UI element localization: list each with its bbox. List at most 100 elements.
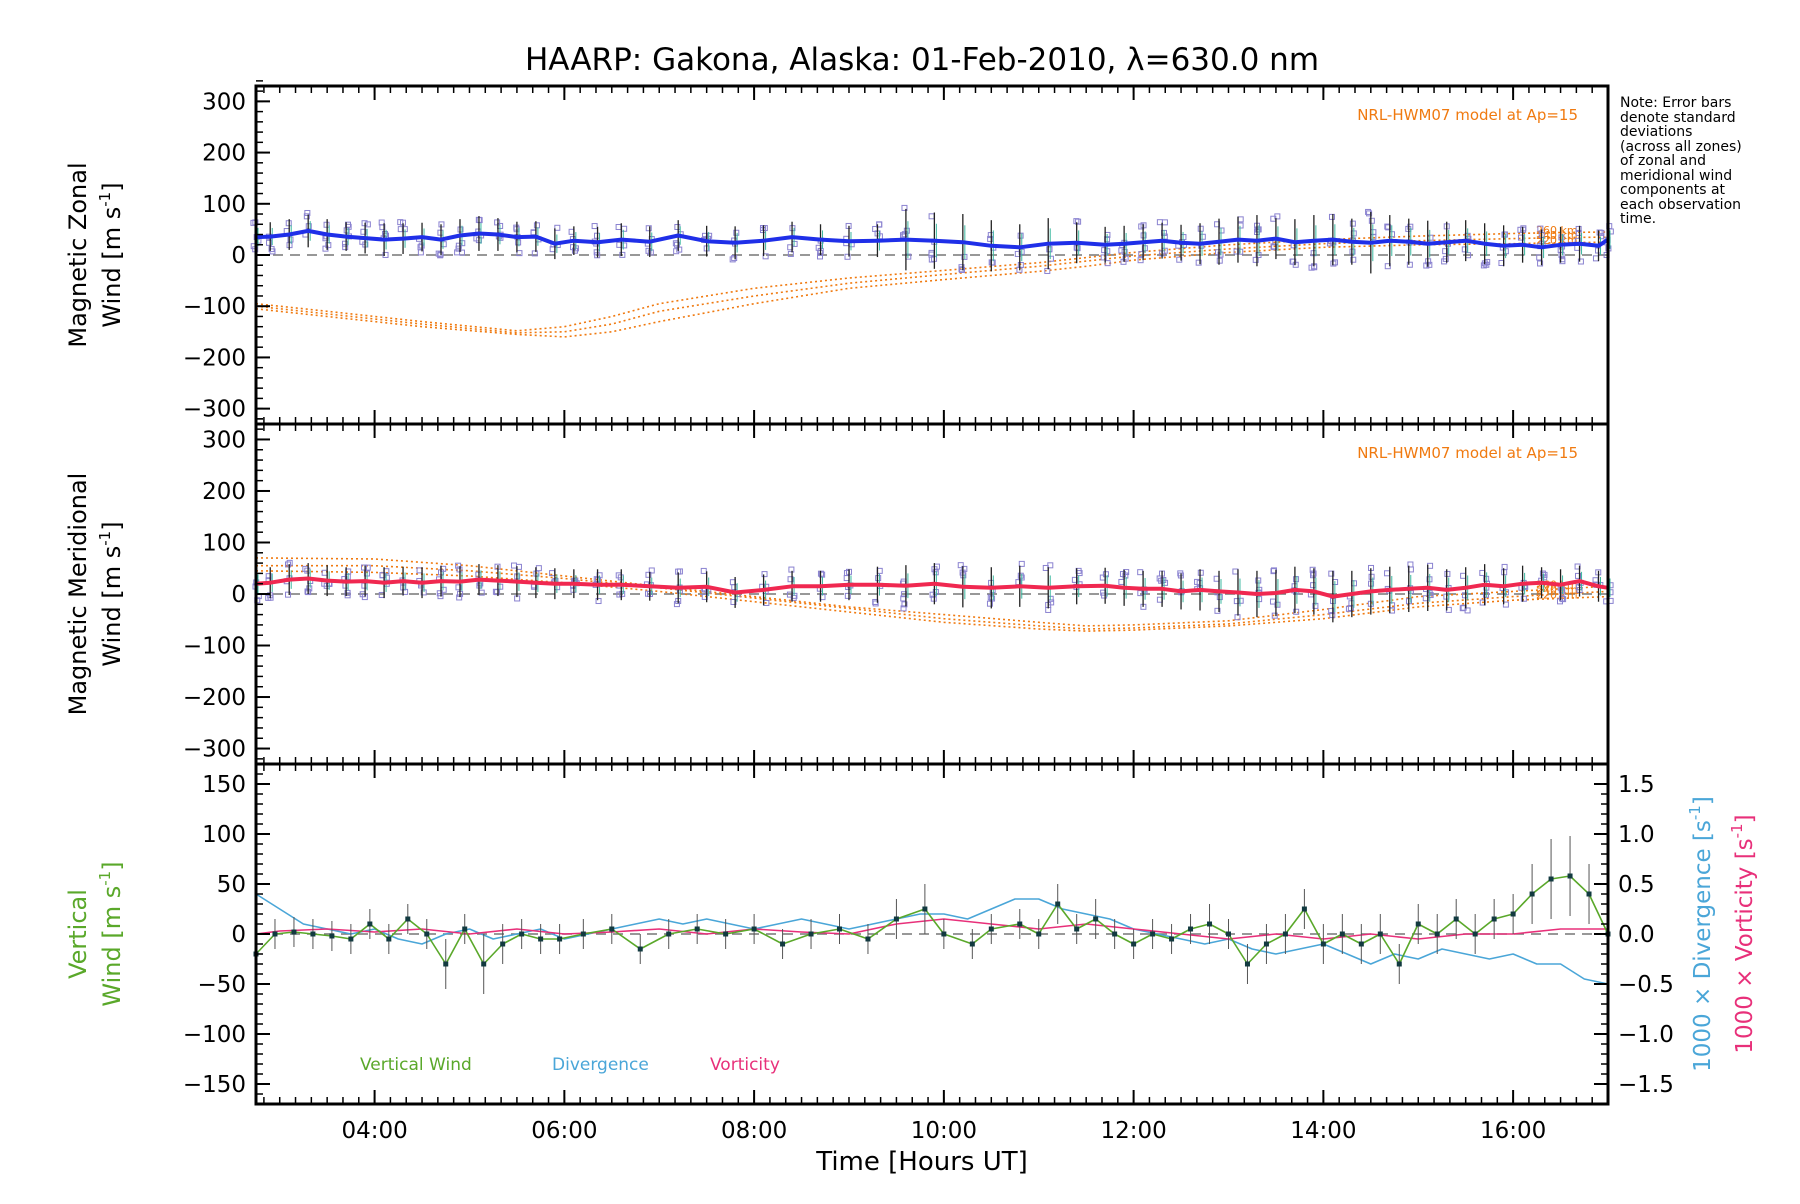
meridional-zone-marker bbox=[304, 588, 311, 595]
vertical-wind-point bbox=[1320, 941, 1326, 947]
zonal-zone-marker bbox=[1199, 233, 1206, 240]
zonal-zone-marker bbox=[958, 266, 965, 273]
vertical-wind-point bbox=[481, 961, 487, 967]
right-label-vorticity: 1000 × Vorticity [s-1] bbox=[1728, 814, 1758, 1053]
zonal-zone-marker bbox=[1442, 255, 1449, 262]
zonal-ylabel-close: ] bbox=[98, 182, 126, 191]
vertical-wind-point bbox=[1169, 936, 1175, 942]
zonal-zone-marker bbox=[417, 244, 424, 251]
meridional-zone-marker bbox=[1460, 572, 1467, 579]
meridional-zone-marker bbox=[1018, 560, 1025, 567]
meridional-zone-marker bbox=[932, 589, 939, 596]
vertical-wind-point bbox=[272, 931, 278, 937]
meridional-zone-marker bbox=[361, 564, 368, 571]
x-tick-label: 10:00 bbox=[911, 1118, 977, 1144]
vertical-wind-point bbox=[1131, 941, 1137, 947]
zonal-zone-marker bbox=[1537, 260, 1544, 267]
right-y-tick-label: −1.0 bbox=[1618, 1022, 1674, 1048]
vertical-wind-point bbox=[808, 931, 814, 937]
zonal-zone-marker bbox=[759, 227, 766, 234]
meridional-zone-marker bbox=[761, 571, 768, 578]
meridional-zone-marker bbox=[1197, 569, 1204, 576]
vertical-wind-point bbox=[348, 936, 354, 942]
meridional-zone-marker bbox=[1119, 571, 1126, 578]
vertical-ylabel-unit: Wind [m s bbox=[98, 886, 126, 1007]
meridional-zone-marker bbox=[1368, 573, 1375, 580]
meridional-zone-marker bbox=[1216, 594, 1223, 601]
meridional-zone-marker bbox=[1483, 575, 1490, 582]
meridional-zone-marker bbox=[285, 561, 292, 568]
right-label-vorticity-close: ] bbox=[1732, 814, 1758, 823]
zonal-zone-marker bbox=[1218, 227, 1225, 234]
right-y-tick-label: −0.5 bbox=[1618, 972, 1674, 998]
meridional-zone-marker bbox=[1071, 576, 1078, 583]
vertical-wind-point bbox=[836, 926, 842, 932]
right-label-vorticity-text: 1000 × Vorticity [s bbox=[1732, 838, 1758, 1053]
zonal-zone-marker bbox=[1442, 248, 1449, 255]
zonal-zone-marker bbox=[1233, 248, 1240, 255]
meridional-y-tick-label: −300 bbox=[183, 737, 246, 763]
meridional-zone-marker bbox=[1118, 578, 1125, 585]
zonal-zone-marker bbox=[844, 253, 851, 260]
zonal-zone-marker bbox=[1047, 255, 1054, 262]
right-y-tick-label: 0.5 bbox=[1618, 872, 1655, 898]
zonal-model-altitude-label: 260 km bbox=[1536, 224, 1578, 237]
vertical-wind-point bbox=[1377, 931, 1383, 937]
meridional-zone-marker bbox=[1233, 598, 1240, 605]
vertical-ylabel-sup: -1 bbox=[96, 871, 114, 886]
meridional-y-tick-label: 0 bbox=[231, 582, 246, 608]
vertical-wind-point bbox=[424, 931, 430, 937]
zonal-zone-marker bbox=[729, 256, 736, 263]
zonal-zone-marker bbox=[647, 249, 654, 256]
zonal-zone-marker bbox=[1176, 256, 1183, 263]
zonal-zone-marker bbox=[531, 250, 538, 257]
vertical-wind-point bbox=[329, 933, 335, 939]
zonal-zone-marker bbox=[733, 229, 740, 236]
zonal-zone-marker bbox=[1406, 261, 1413, 268]
zonal-zone-marker bbox=[676, 246, 683, 253]
zonal-zone-marker bbox=[1137, 257, 1144, 264]
zonal-zone-marker bbox=[381, 230, 388, 237]
right-y-tick-label: 1.5 bbox=[1618, 772, 1655, 798]
meridional-zone-marker bbox=[1501, 563, 1508, 570]
meridional-model-altitude-label: 220 km bbox=[1536, 589, 1578, 602]
zonal-zone-marker bbox=[1074, 245, 1081, 252]
meridional-zone-marker bbox=[1539, 570, 1546, 577]
vertical-wind-point bbox=[580, 931, 586, 937]
zonal-ylabel-sup: -1 bbox=[96, 192, 114, 207]
meridional-zone-marker bbox=[788, 566, 795, 573]
zonal-zone-marker bbox=[615, 224, 622, 231]
zonal-zone-marker bbox=[593, 249, 600, 256]
zonal-zone-marker bbox=[1592, 255, 1599, 262]
zonal-zone-marker bbox=[673, 248, 680, 255]
zonal-zone-marker bbox=[876, 221, 883, 228]
meridional-zone-marker bbox=[265, 573, 272, 580]
meridional-zone-marker bbox=[1310, 582, 1317, 589]
meridional-zone-marker bbox=[1293, 608, 1300, 615]
legend-item: Vertical Wind bbox=[360, 1055, 472, 1075]
right-y-tick-label: −1.5 bbox=[1618, 1072, 1674, 1098]
zonal-y-tick-label: 0 bbox=[231, 243, 246, 269]
x-tick-label: 04:00 bbox=[341, 1118, 407, 1144]
vertical-y-tick-label: 0 bbox=[231, 922, 246, 948]
vertical-wind-point bbox=[557, 936, 563, 942]
meridional-zone-marker bbox=[1444, 570, 1451, 577]
zonal-y-tick-label: −100 bbox=[183, 294, 246, 320]
meridional-ylabel-group: Magnetic Meridional Wind [m s-1] bbox=[64, 473, 126, 716]
zonal-zone-marker bbox=[1577, 258, 1584, 265]
meridional-zone-marker bbox=[900, 605, 907, 612]
vertical-wind-point bbox=[1472, 931, 1478, 937]
vertical-wind-point bbox=[1225, 931, 1231, 937]
vertical-wind-point bbox=[637, 946, 643, 952]
zonal-zone-marker bbox=[621, 242, 628, 249]
zonal-zone-marker bbox=[360, 228, 367, 235]
x-tick-label: 14:00 bbox=[1290, 1118, 1356, 1144]
zonal-zone-marker bbox=[987, 235, 994, 242]
zonal-zone-marker bbox=[1195, 259, 1202, 266]
vertical-wind-point bbox=[1396, 961, 1402, 967]
vertical-wind-point bbox=[922, 906, 928, 912]
zonal-zone-marker bbox=[1349, 220, 1356, 227]
vertical-wind-point bbox=[988, 926, 994, 932]
vertical-wind-point bbox=[291, 929, 297, 935]
vertical-wind-point bbox=[969, 941, 975, 947]
